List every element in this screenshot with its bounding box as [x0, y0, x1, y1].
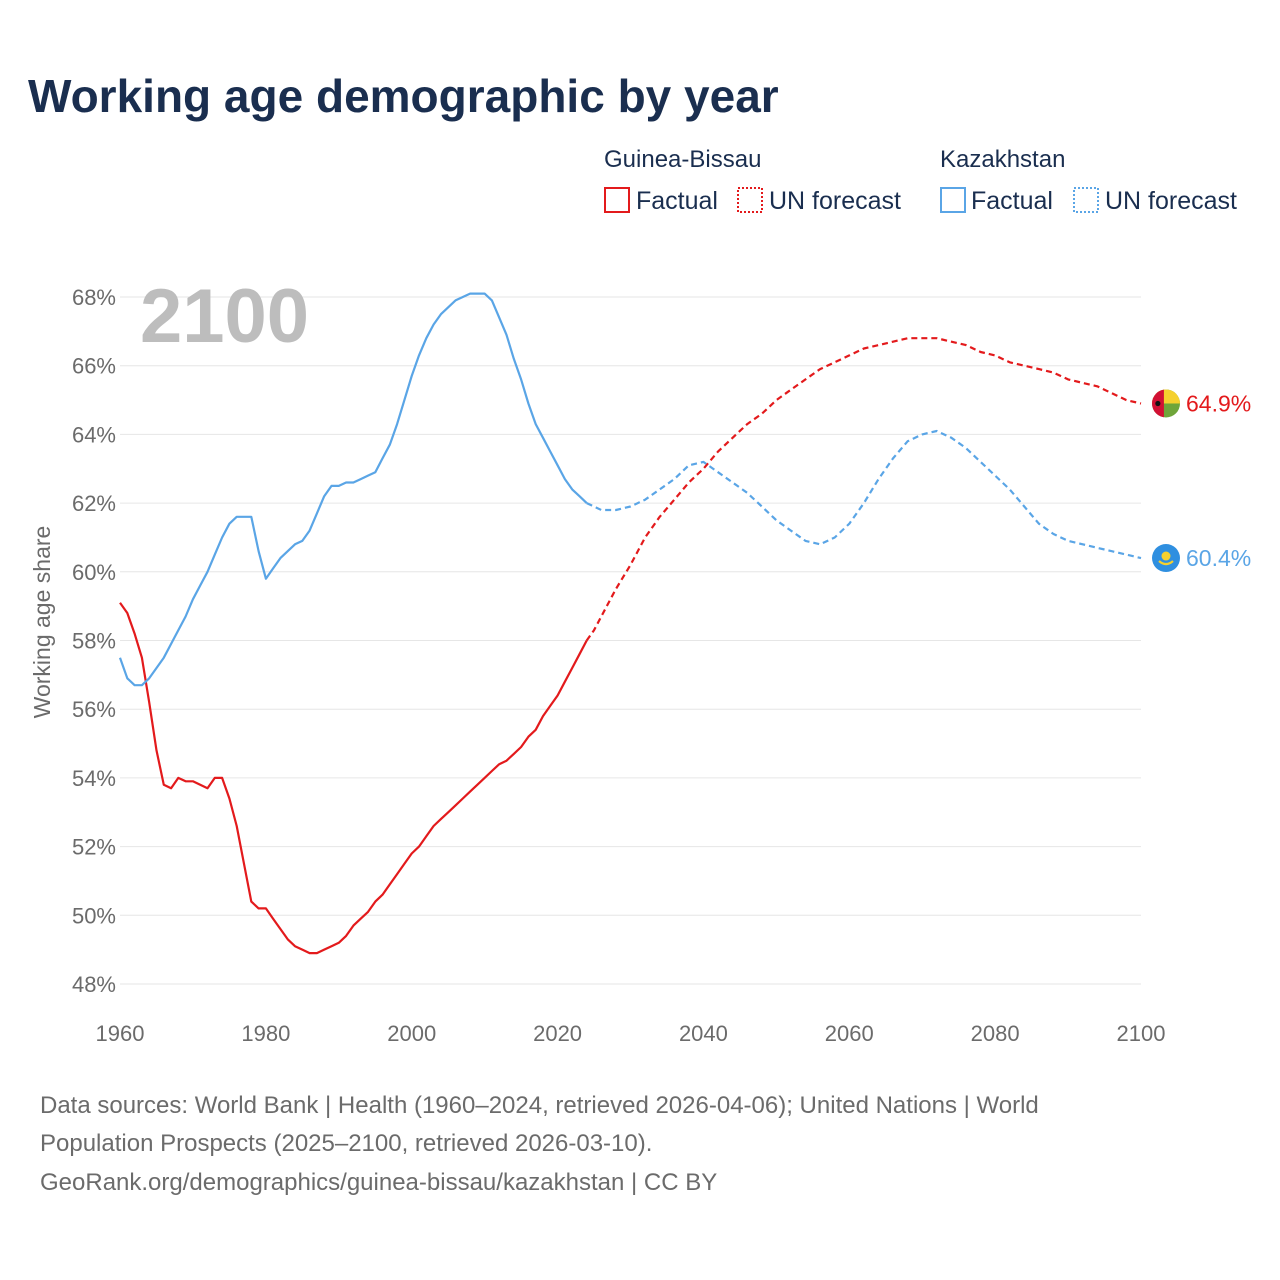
legend-group-guinea-bissau: Guinea-Bissau: [604, 146, 761, 173]
legend-label-kazakhstan-forecast[interactable]: UN forecast: [1105, 187, 1237, 215]
source-line-1: Data sources: World Bank | Health (1960–…: [40, 1092, 1039, 1119]
legend-group-kazakhstan: Kazakhstan: [940, 146, 1065, 173]
gridlines: [120, 296, 1141, 985]
y-tick-label: 54%: [72, 766, 116, 791]
kazakhstan-flag-icon: [1152, 544, 1180, 573]
source-note: Data sources: World Bank | Health (1960–…: [40, 1092, 1039, 1196]
guinea-bissau-end-label: 64.9%: [1186, 390, 1251, 416]
y-tick-label: 60%: [72, 560, 116, 585]
x-tick-label: 2100: [1117, 1021, 1166, 1046]
y-tick-label: 68%: [72, 285, 116, 310]
y-tick-label: 62%: [72, 491, 116, 516]
x-tick-label: 1960: [96, 1021, 145, 1046]
legend-swatch-guinea-bissau-forecast: [737, 187, 763, 213]
y-axis-ticks: 48% 50% 52% 54% 56% 58% 60% 62% 64% 66% 68%: [72, 285, 116, 997]
legend-swatch-kazakhstan-factual: [940, 187, 966, 213]
guinea-bissau-flag-icon: [1152, 389, 1180, 418]
source-line-2: Population Prospects (2025–2100, retriev…: [40, 1130, 652, 1157]
guinea-bissau-forecast-line[interactable]: [585, 337, 1142, 642]
legend: Guinea-Bissau Factual UN forecast Kazakh…: [604, 146, 1237, 215]
y-tick-label: 66%: [72, 354, 116, 379]
year-watermark: 2100: [140, 274, 309, 359]
end-markers: 64.9% 60.4%: [1152, 389, 1251, 573]
legend-swatch-guinea-bissau-factual: [604, 187, 630, 213]
series-lines: [118, 292, 1142, 955]
x-tick-label: 2040: [679, 1021, 728, 1046]
kazakhstan-end-label: 60.4%: [1186, 545, 1251, 571]
x-axis-ticks: 1960 1980 2000 2020 2040 2060 2080 2100: [96, 1021, 1166, 1046]
guinea-bissau-factual-line[interactable]: [119, 602, 588, 955]
x-tick-label: 1980: [241, 1021, 290, 1046]
y-tick-label: 48%: [72, 972, 116, 997]
legend-label-guinea-bissau-factual[interactable]: Factual: [636, 187, 718, 215]
x-tick-label: 2020: [533, 1021, 582, 1046]
kazakhstan-forecast-line[interactable]: [586, 429, 1142, 560]
y-tick-label: 52%: [72, 835, 116, 860]
y-tick-label: 64%: [72, 422, 116, 447]
y-axis-label: Working age share: [29, 526, 55, 719]
legend-label-kazakhstan-factual[interactable]: Factual: [971, 187, 1053, 215]
x-tick-label: 2000: [387, 1021, 436, 1046]
kazakhstan-factual-line[interactable]: [118, 292, 588, 687]
legend-swatch-kazakhstan-forecast: [1073, 187, 1099, 213]
x-tick-label: 2080: [971, 1021, 1020, 1046]
y-tick-label: 56%: [72, 697, 116, 722]
y-tick-label: 50%: [72, 903, 116, 928]
y-tick-label: 58%: [72, 629, 116, 654]
legend-label-guinea-bissau-forecast[interactable]: UN forecast: [769, 187, 901, 215]
chart-title: Working age demographic by year: [28, 70, 779, 122]
source-line-3[interactable]: GeoRank.org/demographics/guinea-bissau/k…: [40, 1169, 717, 1196]
x-tick-label: 2060: [825, 1021, 874, 1046]
